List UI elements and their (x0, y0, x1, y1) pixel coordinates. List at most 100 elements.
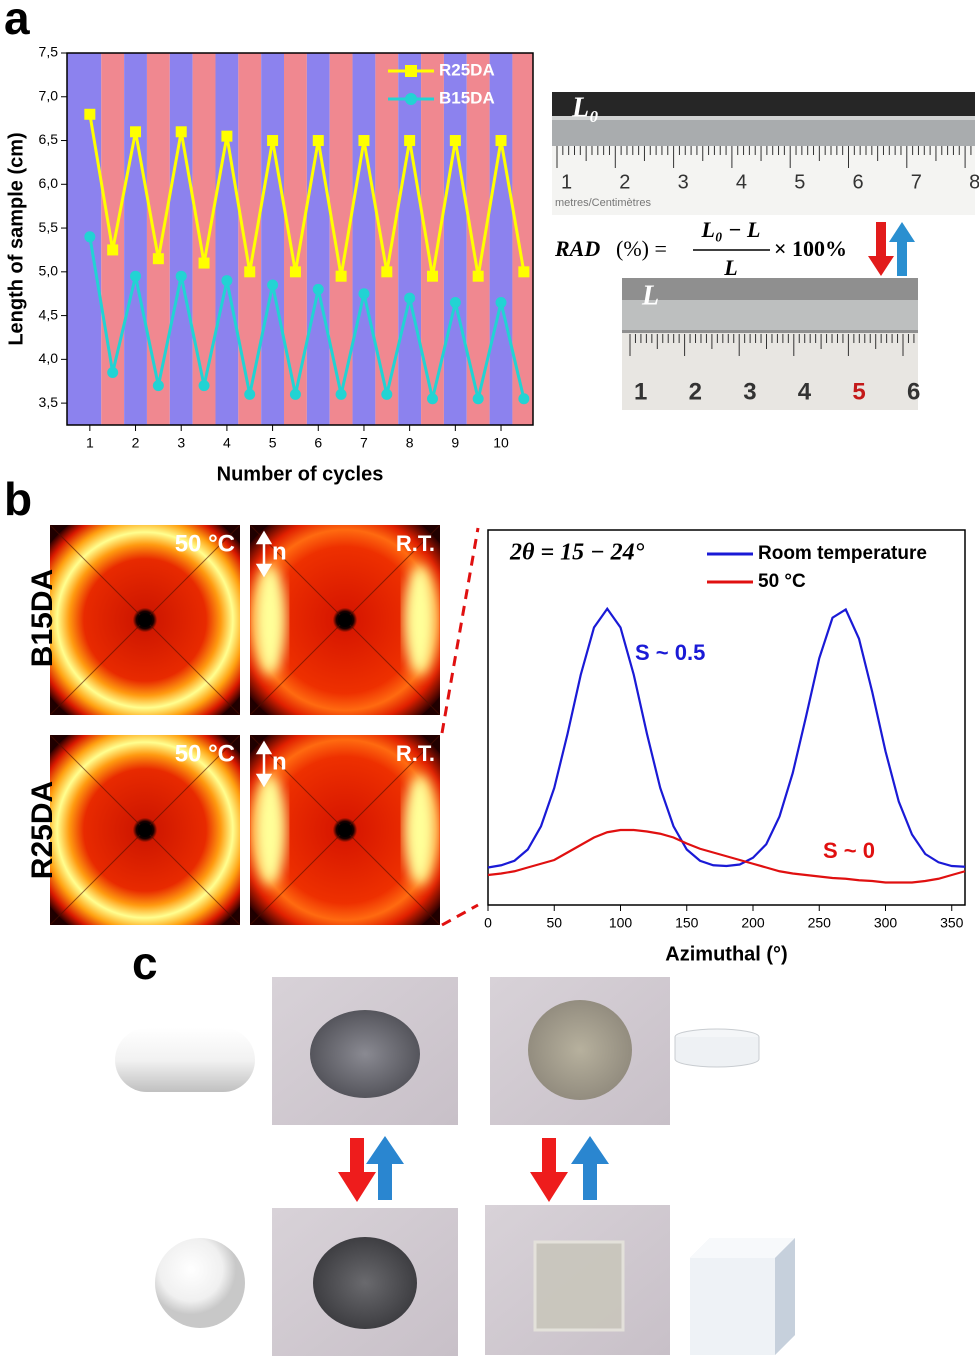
cycle-band (489, 53, 513, 425)
beam-center (338, 823, 352, 837)
cycle-band (421, 53, 444, 425)
beam-center (338, 613, 352, 627)
y-tick-label: 4,5 (39, 306, 59, 322)
panel-label: b (4, 473, 32, 525)
ruler-number: 5 (794, 171, 805, 193)
condition-label: R.T. (396, 531, 435, 556)
point (244, 266, 256, 278)
cycle-band (215, 53, 239, 425)
point (472, 393, 484, 405)
x-tick-label: 300 (874, 915, 898, 931)
point (107, 366, 119, 378)
cycle-band (238, 53, 262, 425)
point (130, 126, 142, 138)
ruler-number: 5 (852, 378, 865, 405)
ruler-number: 1 (561, 171, 572, 193)
ruler-number: 4 (798, 378, 812, 405)
ruler-number: 6 (853, 171, 864, 193)
x-tick-label: 350 (940, 915, 964, 931)
director-arrow (255, 740, 273, 788)
legend-label: B15DA (439, 88, 495, 107)
point (84, 231, 96, 243)
ruler-caption: metres/Centimètres (555, 197, 651, 209)
x-tick-label: 3 (177, 435, 185, 451)
ruler-number: 1 (634, 378, 647, 405)
point (152, 380, 164, 392)
zoom-line (440, 527, 480, 734)
point (198, 380, 210, 392)
point (495, 135, 507, 147)
point (335, 388, 347, 400)
ruler-number: 2 (619, 171, 630, 193)
condition-label: 50 °C (175, 740, 235, 767)
diffraction-image: 50 °C (50, 735, 240, 925)
y-tick-label: 5,0 (39, 263, 59, 279)
x-tick-label: 0 (484, 915, 492, 931)
point (267, 279, 279, 291)
y-tick-label: 5,5 (39, 219, 59, 235)
y-axis-label: Length of sample (cm) (5, 132, 27, 345)
legend-label: 50 °C (758, 571, 806, 592)
point (289, 388, 301, 400)
y-tick-label: 6,5 (39, 131, 59, 147)
x-tick-label: 10 (493, 435, 509, 451)
photo-label: L₀ (571, 92, 599, 123)
point (358, 288, 370, 300)
y-tick-label: 3,5 (39, 394, 59, 410)
beam-center (138, 613, 152, 627)
x-axis-label: Azimuthal (°) (665, 943, 787, 965)
y-tick-label: 7,0 (39, 87, 59, 103)
point (84, 108, 96, 120)
x-tick-label: 1 (86, 435, 94, 451)
formula-unit: (%) = (616, 236, 667, 261)
point (426, 393, 438, 405)
photo-label: L (641, 280, 659, 311)
director-label: n (272, 538, 287, 565)
ruler-photo-top (552, 92, 975, 215)
cycle-band (261, 53, 285, 425)
chart: 1 2 3 4 5 6 7 8 9 10 3,5 4,0 4,5 5,0 5,5 6,0 6,5 7,0 7,5 Nu… (5, 44, 534, 485)
point (130, 270, 142, 282)
cycle-band (512, 53, 533, 425)
diffraction-patterns: 50 °C R.T. n 50 °C R.T. n (50, 525, 440, 925)
condition-label: R.T. (396, 741, 435, 766)
beam-center (138, 823, 152, 837)
point (107, 244, 119, 256)
panel-label: a (4, 0, 30, 44)
y-tick-label: 7,5 (39, 44, 59, 60)
point (358, 135, 370, 147)
point (244, 388, 256, 400)
y-tick-label: 6,0 (39, 175, 59, 191)
series-line (88, 114, 526, 277)
cycle-band (398, 53, 422, 425)
point (267, 135, 279, 147)
series-line (487, 828, 966, 884)
point (449, 296, 461, 308)
point (404, 292, 416, 304)
condition-label: 50 °C (175, 530, 235, 557)
point (472, 270, 484, 282)
ruler-number: 3 (743, 378, 756, 405)
row-label: R25DA (26, 781, 59, 879)
point (312, 283, 324, 295)
formula-factor: × 100% (774, 236, 847, 261)
arrow-up (889, 222, 915, 276)
point (175, 126, 187, 138)
diffraction-image: 50 °C (50, 525, 240, 715)
x-tick-label: 4 (223, 435, 231, 451)
cycle-band (192, 53, 216, 425)
y-tick-label: 4,0 (39, 350, 59, 366)
point (449, 135, 461, 147)
cycle-band (146, 53, 170, 425)
point (335, 270, 347, 282)
formula-lhs: RAD (554, 236, 600, 261)
point (312, 135, 324, 147)
x-tick-label: 5 (269, 435, 277, 451)
row-label: B15DA (26, 569, 59, 667)
legend-marker (405, 65, 417, 77)
x-tick-label: 100 (609, 915, 633, 931)
x-tick-label: 6 (314, 435, 322, 451)
ruler-number: 6 (907, 378, 920, 405)
cycle-band (443, 53, 467, 425)
diffraction-image: R.T. n (250, 525, 440, 715)
